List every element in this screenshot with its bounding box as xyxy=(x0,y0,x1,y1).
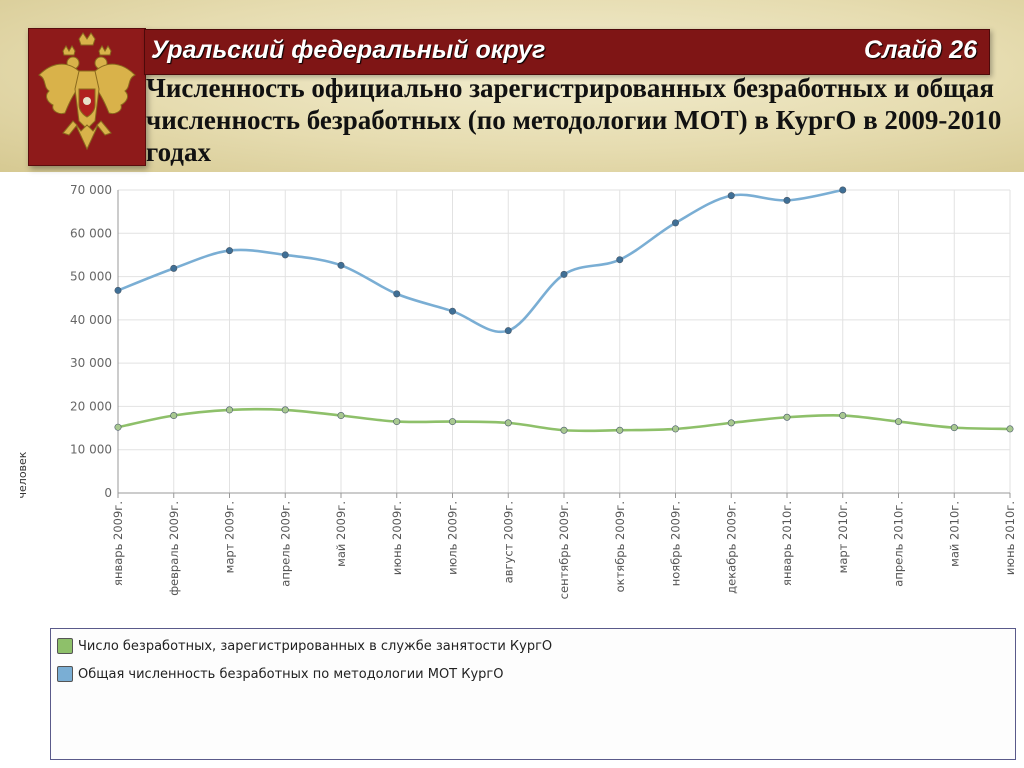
data-point xyxy=(727,192,735,200)
data-point xyxy=(281,251,289,259)
data-point xyxy=(114,423,122,431)
data-point xyxy=(616,426,624,434)
data-point xyxy=(504,327,512,335)
slide-title: Численность официально зарегистрированны… xyxy=(146,73,1002,167)
russian-coat-of-arms-icon xyxy=(38,32,136,151)
data-point xyxy=(839,186,847,194)
y-tick-label: 70 000 xyxy=(70,183,112,197)
x-tick-label: октябрь 2009г. xyxy=(613,501,627,592)
data-point xyxy=(393,418,401,426)
data-point xyxy=(950,424,958,432)
x-tick-label: июнь 2009г. xyxy=(390,501,404,575)
legend-swatch-blue xyxy=(57,666,73,682)
data-point xyxy=(393,290,401,298)
chart-labels: 0 10 000 20 000 30 000 40 000 50 000 60 000 70 … xyxy=(16,183,1017,599)
x-tick-label: ноябрь 2009г. xyxy=(669,501,683,586)
data-point xyxy=(114,286,122,294)
data-point xyxy=(839,412,847,420)
x-tick-label: июль 2009г. xyxy=(446,501,460,575)
x-tick-label: март 2009г. xyxy=(223,501,237,573)
data-point xyxy=(281,406,289,414)
y-tick-label: 50 000 xyxy=(70,270,112,284)
legend-label: Общая численность безработных по методол… xyxy=(78,666,504,682)
data-point xyxy=(671,219,679,227)
data-point xyxy=(783,196,791,204)
data-point xyxy=(894,418,902,426)
data-point xyxy=(727,419,735,427)
data-point xyxy=(226,247,234,255)
y-axis-label: человек xyxy=(16,451,29,498)
data-point xyxy=(448,418,456,426)
legend-label: Число безработных, зарегистрированных в … xyxy=(78,638,553,654)
data-point xyxy=(783,413,791,421)
x-tick-label: январь 2010г. xyxy=(780,501,794,586)
x-tick-label: март 2010г. xyxy=(836,501,850,573)
y-tick-label: 20 000 xyxy=(70,399,112,413)
y-tick-label: 40 000 xyxy=(70,313,112,327)
data-point xyxy=(170,412,178,420)
region-title: Уральский федеральный округ xyxy=(151,36,546,64)
chart-legend: Число безработных, зарегистрированных в … xyxy=(50,628,1016,760)
header-bar: Уральский федеральный округ Слайд 26 xyxy=(144,29,990,75)
x-tick-label: февраль 2009г. xyxy=(167,501,181,596)
y-tick-label: 60 000 xyxy=(70,226,112,240)
data-point xyxy=(226,406,234,414)
y-tick-label: 0 xyxy=(104,486,112,500)
x-tick-label: декабрь 2009г. xyxy=(724,501,738,594)
x-tick-label: май 2010г. xyxy=(947,501,961,567)
data-point xyxy=(504,419,512,427)
x-tick-label: май 2009г. xyxy=(334,501,348,567)
y-tick-label: 10 000 xyxy=(70,443,112,457)
x-tick-label: август 2009г. xyxy=(501,501,515,583)
legend-swatch-green xyxy=(57,638,73,654)
data-point xyxy=(448,307,456,315)
y-tick-label: 30 000 xyxy=(70,356,112,370)
data-point xyxy=(671,425,679,433)
x-tick-label: апрель 2009г. xyxy=(278,501,292,587)
legend-item-registered: Число безработных, зарегистрированных в … xyxy=(57,637,552,655)
series-line-1 xyxy=(117,188,843,334)
x-tick-label: апрель 2010г. xyxy=(892,501,906,587)
x-tick-label: июнь 2010г. xyxy=(1003,501,1017,575)
coat-of-arms-emblem xyxy=(28,28,146,166)
data-point xyxy=(337,261,345,269)
line-chart: 0 10 000 20 000 30 000 40 000 50 000 60 000 70 … xyxy=(16,183,1017,599)
chart-series xyxy=(114,186,1014,434)
chart-grid xyxy=(117,189,1011,494)
header-background xyxy=(0,0,1024,172)
data-point xyxy=(170,264,178,272)
data-point xyxy=(337,412,345,420)
data-point xyxy=(1006,425,1014,433)
x-tick-label: январь 2009г. xyxy=(111,501,125,586)
slide-number: Слайд 26 xyxy=(864,36,977,64)
legend-item-ilo: Общая численность безработных по методол… xyxy=(57,665,503,683)
x-tick-label: сентябрь 2009г. xyxy=(557,501,571,599)
data-point xyxy=(616,256,624,264)
chart-axes xyxy=(117,190,1011,498)
data-point xyxy=(560,426,568,434)
data-point xyxy=(560,270,568,278)
